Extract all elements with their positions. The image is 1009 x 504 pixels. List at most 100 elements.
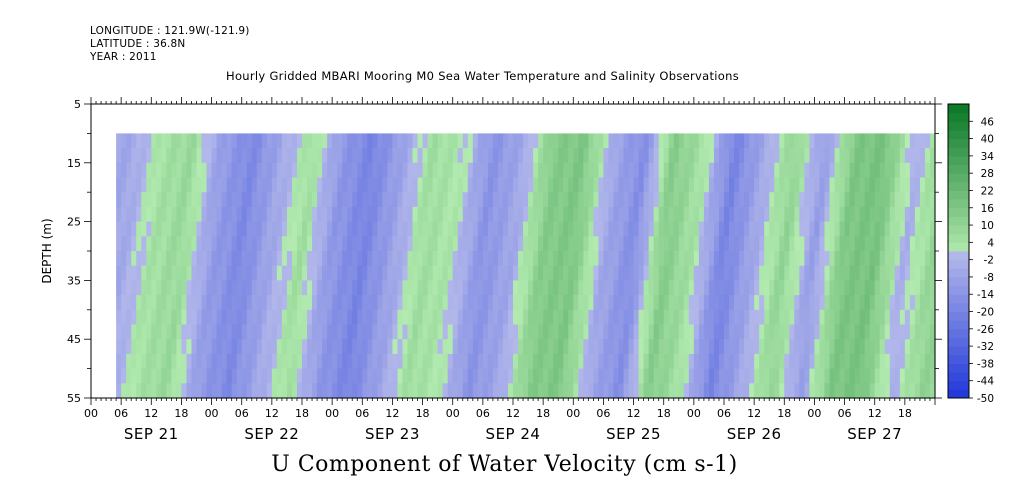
heatmap-cell: [487, 206, 494, 223]
heatmap-cell: [718, 206, 725, 223]
heatmap-cell: [774, 265, 780, 281]
year-label: YEAR : 2011: [90, 51, 157, 63]
heatmap-cell: [724, 221, 730, 237]
heatmap-cell: [693, 280, 700, 296]
heatmap-cell: [924, 133, 931, 149]
heatmap-cell: [211, 368, 218, 384]
heatmap-cell: [447, 368, 454, 384]
heatmap-cell: [784, 280, 790, 296]
heatmap-cell: [668, 236, 675, 252]
heatmap-cell: [377, 251, 383, 267]
heatmap-cell: [201, 133, 208, 149]
heatmap-cell: [507, 192, 514, 208]
heatmap-cell: [126, 353, 132, 370]
heatmap-cell: [226, 192, 233, 208]
heatmap-cell: [367, 309, 373, 326]
heatmap-cell: [367, 221, 373, 237]
heatmap-cell: [487, 148, 494, 164]
heatmap-cell: [678, 383, 685, 399]
heatmap-cell: [643, 339, 650, 355]
heatmap-cell: [789, 368, 795, 384]
heatmap-cell: [824, 177, 831, 193]
heatmap-cell: [281, 133, 288, 149]
heatmap-cell: [904, 368, 911, 384]
heatmap-cell: [844, 339, 851, 355]
heatmap-cell: [156, 295, 162, 311]
heatmap-cell: [497, 295, 504, 311]
heatmap-cell: [789, 339, 795, 355]
heatmap-cell: [663, 265, 670, 281]
heatmap-cell: [533, 162, 539, 179]
heatmap-cell: [502, 353, 509, 370]
heatmap-cell: [518, 192, 524, 208]
heatmap-cell: [799, 177, 805, 193]
heatmap-cell: [502, 368, 509, 384]
heatmap-cell: [342, 221, 348, 237]
heatmap-cell: [271, 353, 278, 370]
heatmap-cell: [698, 133, 705, 149]
heatmap-cell: [317, 280, 323, 296]
heatmap-cell: [497, 339, 504, 355]
heatmap-cell: [327, 177, 333, 193]
heatmap-cell: [643, 133, 650, 149]
heatmap-cell: [226, 236, 233, 252]
heatmap-cell: [628, 339, 635, 355]
heatmap-cell: [296, 280, 303, 296]
heatmap-cell: [347, 265, 353, 281]
colorbar-swatch: [948, 190, 969, 200]
heatmap-cell: [181, 339, 188, 355]
heatmap-cell: [859, 162, 866, 179]
heatmap-cell: [834, 339, 841, 355]
heatmap-cell: [171, 353, 178, 370]
heatmap-cell: [769, 206, 775, 223]
heatmap-cell: [819, 339, 826, 355]
heatmap-cell: [276, 148, 283, 164]
heatmap-cell: [703, 221, 710, 237]
heatmap-cell: [347, 162, 353, 179]
heatmap-cell: [161, 177, 167, 193]
heatmap-cell: [904, 251, 911, 267]
heatmap-cell: [342, 162, 348, 179]
heatmap-cell: [598, 251, 605, 267]
heatmap-cell: [899, 295, 906, 311]
colorbar-swatch: [948, 276, 969, 287]
heatmap-cell: [477, 280, 484, 296]
x-hour-label: 18: [416, 407, 430, 420]
heatmap-cell: [648, 280, 655, 296]
heatmap-cell: [518, 339, 524, 355]
heatmap-cell: [452, 206, 459, 223]
heatmap-cell: [342, 148, 348, 164]
heatmap-cell: [583, 236, 589, 252]
heatmap-cell: [849, 353, 856, 370]
heatmap-cell: [834, 206, 841, 223]
heatmap-cell: [191, 206, 198, 223]
heatmap-cell: [804, 162, 811, 179]
heatmap-cell: [683, 368, 690, 384]
heatmap-cell: [784, 383, 790, 399]
heatmap-cell: [201, 236, 208, 252]
heatmap-cell: [261, 280, 268, 296]
heatmap-cell: [387, 295, 394, 311]
heatmap-cell: [839, 324, 846, 340]
heatmap-cell: [553, 133, 559, 149]
heatmap-cell: [899, 368, 906, 384]
heatmap-cell: [322, 192, 328, 208]
heatmap-cell: [834, 383, 841, 399]
heatmap-cell: [874, 265, 881, 281]
heatmap-cell: [151, 368, 157, 384]
heatmap-cell: [528, 280, 534, 296]
heatmap-cell: [668, 383, 675, 399]
heatmap-cell: [302, 339, 308, 355]
heatmap-cell: [914, 162, 921, 179]
heatmap-cell: [487, 324, 494, 340]
heatmap-cell: [261, 353, 268, 370]
heatmap-cell: [859, 280, 866, 296]
heatmap-cell: [352, 177, 358, 193]
heatmap-cell: [161, 324, 167, 340]
heatmap-cell: [327, 162, 333, 179]
heatmap-cell: [784, 177, 790, 193]
heatmap-cell: [317, 324, 323, 340]
heatmap-cell: [211, 192, 218, 208]
heatmap-cell: [502, 133, 509, 149]
heatmap-cell: [804, 133, 811, 149]
